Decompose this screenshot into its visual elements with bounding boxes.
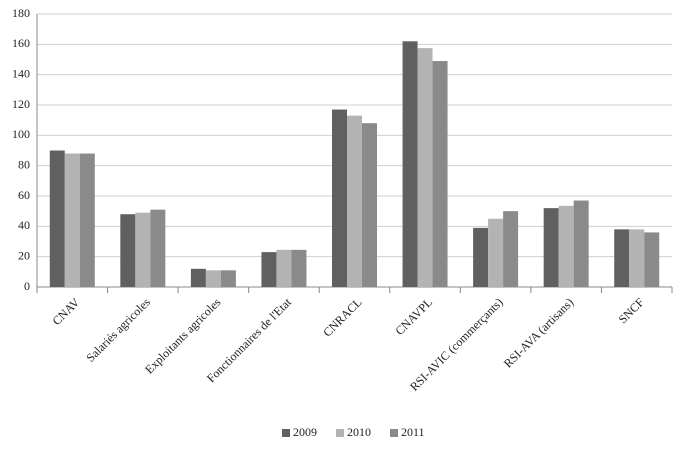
bar (332, 109, 347, 287)
bar (190, 268, 206, 287)
y-tick-label: 100 (12, 127, 30, 141)
legend-swatch (390, 429, 398, 437)
x-tick-label: CNAV (49, 295, 82, 328)
y-tick-label: 80 (18, 157, 30, 171)
legend-label: 2011 (401, 425, 425, 439)
bar (220, 270, 236, 287)
x-tick-label: Salariés agricoles (83, 295, 153, 365)
y-tick-label: 180 (12, 6, 30, 20)
y-tick-label: 0 (24, 279, 30, 293)
x-tick-label: CNAVPL (392, 295, 435, 338)
x-tick-label: CNRACL (320, 295, 364, 339)
x-tick-label: RSI-AVA (artisans) (501, 295, 576, 370)
bar (614, 229, 630, 287)
legend-swatch (336, 429, 344, 437)
bar (543, 208, 559, 287)
x-tick-label: Exploitants agricoles (142, 295, 224, 377)
y-tick-label: 140 (12, 66, 30, 80)
bar (120, 214, 136, 287)
bar (558, 205, 574, 287)
bar (49, 150, 65, 287)
bar (64, 153, 80, 287)
legend-swatch (282, 429, 290, 437)
bar (644, 232, 660, 287)
bar (402, 41, 418, 287)
bar (629, 229, 645, 287)
y-tick-label: 20 (18, 248, 30, 262)
legend-label: 2010 (347, 425, 371, 439)
bar (79, 153, 95, 287)
legend-label: 2009 (293, 425, 317, 439)
bar (573, 200, 589, 287)
bar (347, 115, 362, 287)
bar (362, 123, 377, 287)
x-tick-label: SNCF (616, 295, 647, 326)
bar (417, 48, 433, 287)
bar (432, 61, 448, 288)
bar (473, 227, 489, 287)
bar (276, 249, 292, 287)
y-tick-label: 40 (18, 218, 30, 232)
bar (135, 212, 151, 287)
y-tick-label: 60 (18, 188, 30, 202)
bar (205, 270, 221, 287)
bar (150, 209, 166, 287)
y-tick-label: 120 (12, 97, 30, 111)
bar (291, 249, 307, 287)
bar (488, 218, 504, 287)
bar (261, 252, 277, 287)
bar (503, 211, 519, 287)
y-tick-label: 160 (12, 36, 30, 50)
